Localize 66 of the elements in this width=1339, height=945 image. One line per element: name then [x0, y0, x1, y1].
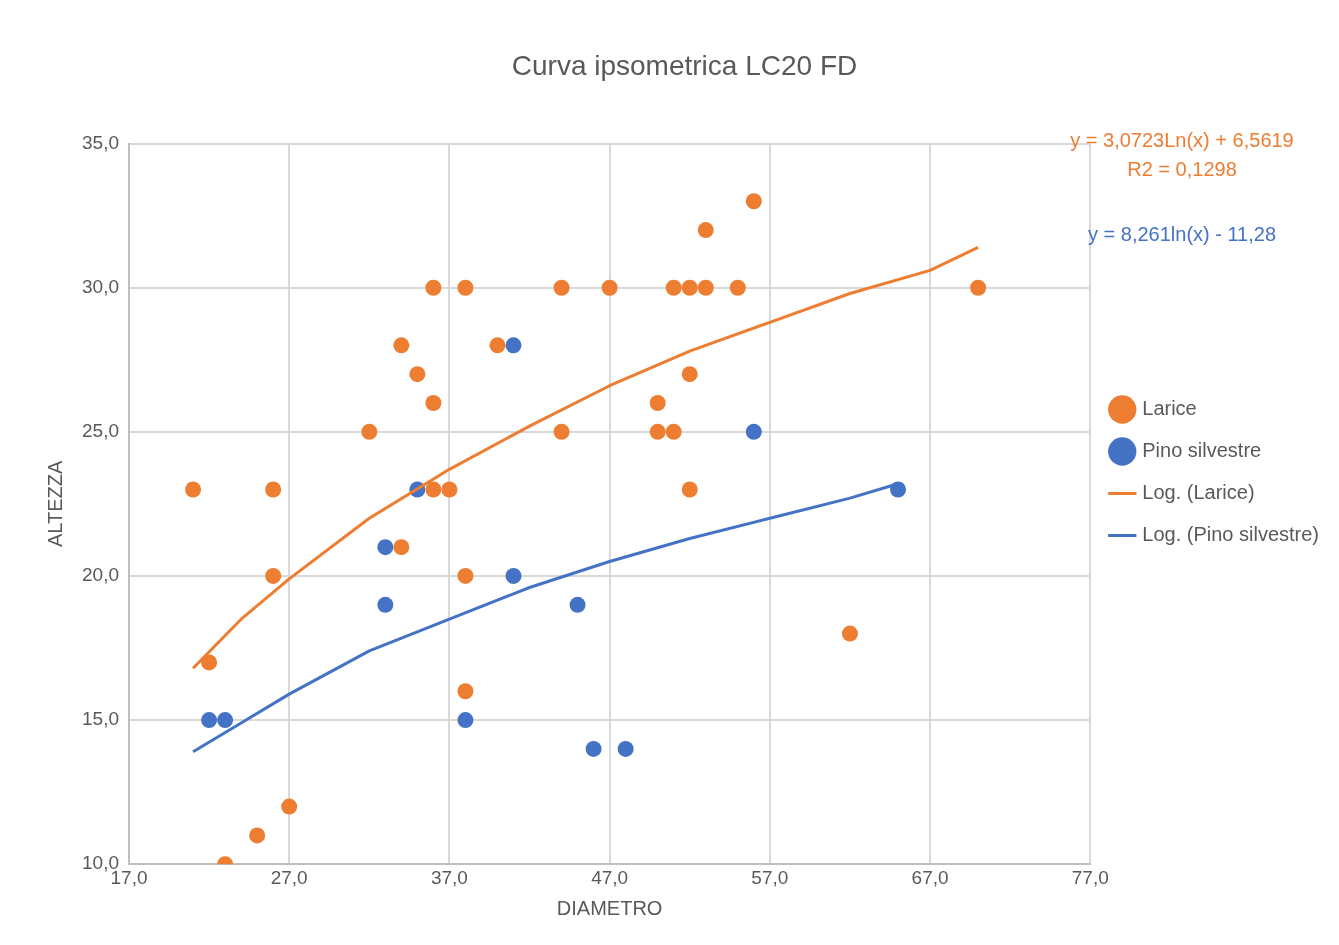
point: [441, 481, 458, 498]
point: [425, 279, 442, 296]
point: [729, 279, 746, 296]
legend-label: Pino silvestre: [1142, 439, 1262, 462]
text: R2 = 0,1298: [1127, 157, 1237, 180]
point: [377, 539, 394, 556]
point: [649, 423, 666, 440]
point: [361, 423, 378, 440]
y-tick-label: 35,0: [82, 131, 119, 153]
point: [457, 683, 474, 700]
point: [681, 366, 698, 383]
annotation: y = 8,261ln(x) - 11,28: [1087, 222, 1277, 245]
point: [457, 712, 474, 729]
point: [505, 337, 522, 354]
point: [409, 366, 426, 383]
point: [553, 279, 570, 296]
point: [585, 740, 602, 757]
point: [681, 279, 698, 296]
point: [457, 567, 474, 584]
legend-label: Log. (Larice): [1142, 481, 1255, 504]
point: [649, 395, 666, 412]
point: [201, 712, 218, 729]
y-tick-label: 15,0: [82, 708, 119, 730]
point: [249, 827, 266, 844]
x-tick-label: 47,0: [591, 866, 629, 888]
point: [457, 279, 474, 296]
annotation: y = 3,0723Ln(x) + 6,5619: [1070, 128, 1294, 151]
point: [185, 481, 202, 498]
point: [425, 395, 442, 412]
x-tick-label: 77,0: [1071, 866, 1109, 888]
point: [697, 279, 714, 296]
point: [553, 423, 570, 440]
legend-label: Larice: [1142, 397, 1197, 420]
point: [393, 337, 410, 354]
point: [745, 193, 762, 210]
point: [425, 481, 442, 498]
chart-title: Curva ipsometrica LC20 FD: [511, 49, 858, 81]
x-tick-label: 27,0: [270, 866, 308, 888]
point: [665, 423, 682, 440]
point: [201, 654, 218, 671]
point: [841, 625, 858, 642]
point: [697, 222, 714, 239]
point: [745, 423, 762, 440]
point: [377, 596, 394, 613]
point: [505, 567, 522, 584]
point: [393, 539, 410, 556]
point: [569, 596, 586, 613]
point: [601, 279, 618, 296]
y-tick-label: 30,0: [82, 275, 119, 297]
point: [265, 481, 282, 498]
point: [217, 712, 234, 729]
y-tick-label: 20,0: [82, 564, 119, 586]
y-tick-label: 25,0: [82, 420, 119, 442]
legend-label: Log. (Pino silvestre): [1142, 523, 1320, 546]
x-tick-label: 67,0: [911, 866, 949, 888]
x-tick-label: 57,0: [751, 866, 789, 888]
point: [970, 279, 987, 296]
point: [681, 481, 698, 498]
x-tick-label: 37,0: [430, 866, 468, 888]
y-axis-title: ALTEZZA: [43, 460, 66, 548]
point: [489, 337, 506, 354]
point: [665, 279, 682, 296]
x-axis-title: DIAMETRO: [556, 896, 663, 919]
point: [265, 567, 282, 584]
point: [281, 798, 298, 815]
point: [617, 740, 634, 757]
